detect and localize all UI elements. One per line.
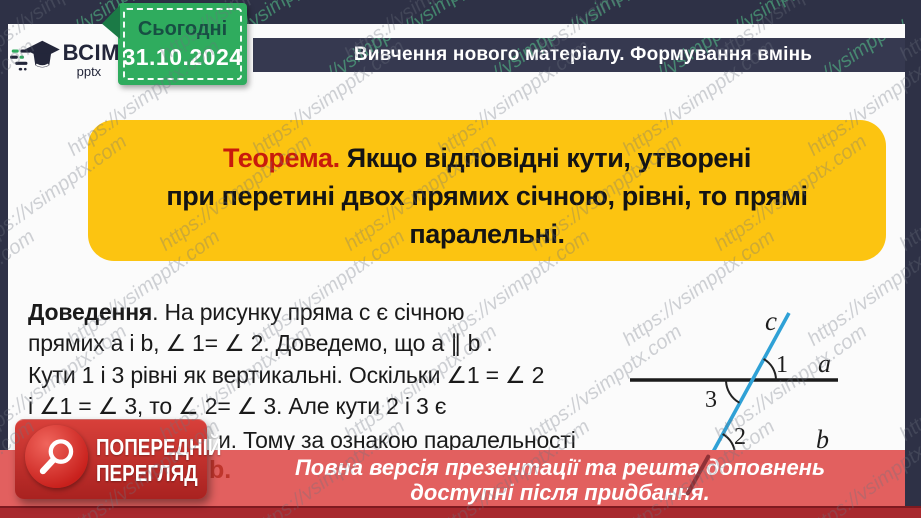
theorem-line-2: при перетині двох прямих січною, рівні, …	[166, 181, 808, 211]
watermark-text-green: https://vsimpptx.com	[691, 0, 852, 24]
date-badge-label: Сьогодні	[137, 17, 228, 40]
angle-1-arc	[763, 358, 777, 381]
label-b: b	[816, 425, 829, 454]
label-a: a	[818, 349, 831, 378]
lesson-header-bar: Вивчення нового матеріалу. Формування вм…	[253, 38, 913, 72]
right-navy-bar	[905, 0, 921, 506]
magnifier-circle	[25, 425, 88, 488]
banner-line-2: доступні після придбання.	[410, 480, 710, 505]
theorem-line-3: паралельні.	[409, 219, 565, 249]
proof-line-5: и. Тому за ознакою паралельності	[218, 427, 576, 453]
theorem-box: Теорема. Якщо відповідні кути, утворені …	[88, 120, 886, 261]
angle-3-arc	[725, 379, 741, 404]
bottom-red-bar	[0, 506, 921, 518]
dashed-border	[123, 8, 242, 80]
proof-line-4: і ∠1 = ∠ 3, то ∠ 2= ∠ 3. Але кути 2 і 3 …	[28, 393, 447, 419]
logo-sub-text: pptx	[76, 64, 102, 79]
date-badge-value: 31.10.2024	[122, 43, 243, 70]
proof-line-1-text: . На рисунку пряма c є січною	[152, 299, 465, 325]
angle-3-label: 3	[705, 387, 717, 413]
preview-badge-text: ПОПЕРЕДНІЙ ПЕРЕГЛЯД	[96, 434, 221, 486]
logo-brand-text: ВСІМ	[62, 40, 120, 65]
date-badge: Сьогодні 31.10.2024	[102, 3, 247, 85]
proof-line-6: b.	[209, 456, 232, 484]
preview-badge-line-1: ПОПЕРЕДНІЙ	[96, 433, 222, 460]
banner-line-1: Повна версія презентації та решта доповн…	[294, 455, 826, 480]
purchase-banner-text: Повна версія презентації та решта доповн…	[215, 455, 905, 505]
preview-badge-button[interactable]: ПОПЕРЕДНІЙ ПЕРЕГЛЯД	[15, 419, 221, 499]
proof-line-3: Кути 1 і 3 рівні як вертикальні. Оскільк…	[28, 362, 545, 388]
proof-line-2: прямих a і b, ∠ 1= ∠ 2. Доведемо, що a ∥…	[28, 330, 493, 356]
preview-badge-line-2: ПЕРЕГЛЯД	[96, 459, 198, 486]
magnifying-glass-icon	[39, 438, 73, 474]
graduation-cap-icon	[10, 40, 60, 71]
watermark-text-green: https://vsimpptx.com	[526, 0, 687, 24]
theorem-label: Теорема.	[222, 143, 340, 173]
angle-1-label: 1	[776, 352, 788, 378]
proof-line-1: Доведення. На рисунку пряма c є січною	[28, 301, 464, 324]
lesson-title: Вивчення нового матеріалу. Формування вм…	[353, 44, 813, 65]
label-c: c	[765, 306, 777, 336]
theorem-text-1: Якщо відповідні кути, утворені	[339, 143, 752, 173]
proof-label: Доведення	[28, 299, 153, 325]
brand-logo: ВСІМ pptx	[10, 36, 120, 84]
watermark-text-green: https://vsimpptx.com	[361, 0, 522, 24]
angle-2-label: 2	[734, 424, 746, 450]
theorem-line-1: Теорема. Якщо відповідні кути, утворені	[88, 139, 886, 177]
